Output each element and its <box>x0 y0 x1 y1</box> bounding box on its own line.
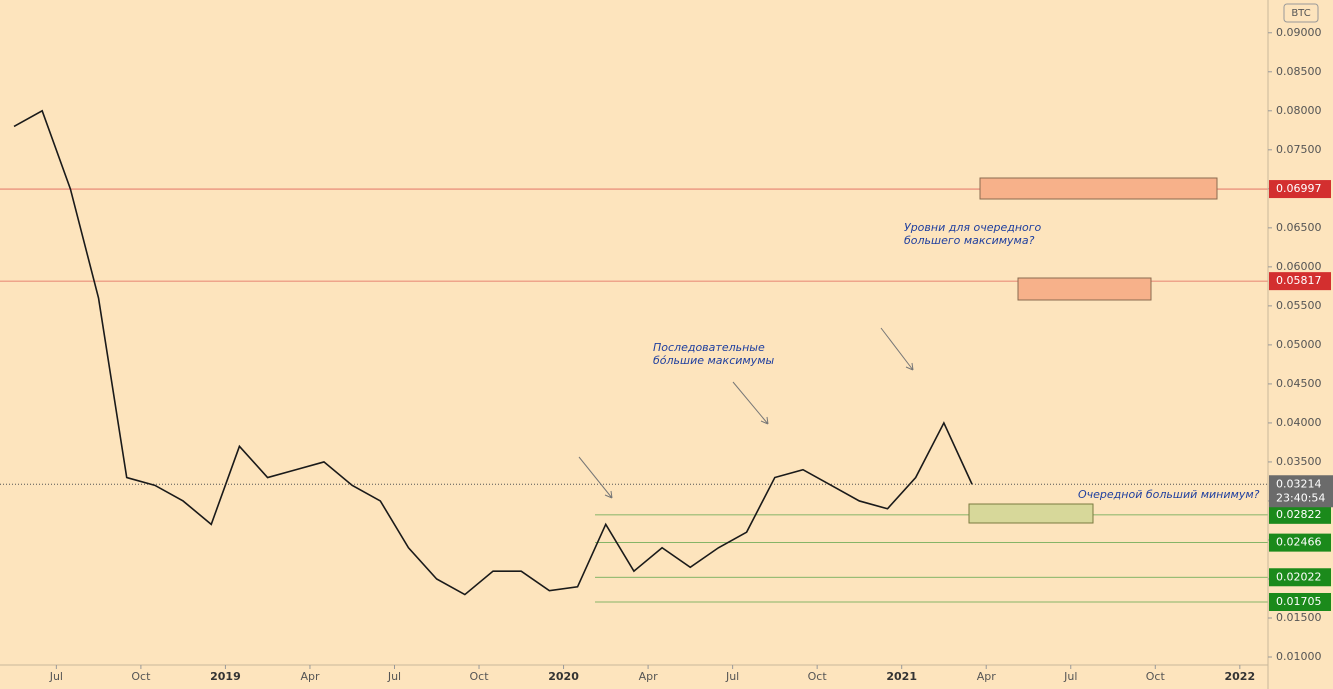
y-tick-label: 0.08000 <box>1276 104 1322 117</box>
support-box <box>968 503 1094 524</box>
target-box <box>979 177 1218 200</box>
x-tick-label: Jul <box>387 670 401 683</box>
x-tick-label: 2020 <box>548 670 579 683</box>
y-tick-label: 0.07500 <box>1276 143 1322 156</box>
y-tick-label: 0.06000 <box>1276 260 1322 273</box>
level-tag <box>1269 568 1331 587</box>
level-tag <box>1269 272 1331 291</box>
y-tick-label: 0.04000 <box>1276 416 1322 429</box>
x-tick-label: Oct <box>808 670 828 683</box>
last-price-tag <box>1269 475 1333 508</box>
y-tick-label: 0.08500 <box>1276 65 1322 78</box>
x-tick-label: Jul <box>49 670 63 683</box>
level-label: 0.02022 <box>1276 570 1322 583</box>
level-label: 0.02466 <box>1276 536 1322 549</box>
level-tag <box>1269 180 1331 199</box>
level-tag <box>1269 592 1331 611</box>
annotation: Последовательные бóльшие максимумы <box>653 341 775 367</box>
x-tick-label: 2021 <box>886 670 917 683</box>
arrows <box>578 327 914 499</box>
annotation: Очередной больший минимум? <box>1078 488 1260 501</box>
target-box <box>1017 277 1152 301</box>
y-tick-label: 0.05500 <box>1276 299 1322 312</box>
x-tick-label: Apr <box>639 670 659 683</box>
annotation: Уровни для очередного большего максимума… <box>904 221 1042 247</box>
y-tick-label: 0.03500 <box>1276 455 1322 468</box>
level-label: 0.06997 <box>1276 182 1322 195</box>
level-tag <box>1269 533 1331 552</box>
x-tick-label: 2022 <box>1225 670 1256 683</box>
y-tick-label: 0.01000 <box>1276 650 1322 663</box>
x-tick-label: Oct <box>1146 670 1166 683</box>
x-tick-label: Jul <box>725 670 739 683</box>
last-price-label: 0.03214 <box>1276 477 1322 490</box>
y-tick-label: 0.01500 <box>1276 611 1322 624</box>
x-tick-label: Apr <box>977 670 997 683</box>
countdown: 23:40:54 <box>1276 491 1325 504</box>
y-tick-label: 0.04500 <box>1276 377 1322 390</box>
x-tick-label: Jul <box>1063 670 1077 683</box>
x-tick-label: Oct <box>470 670 490 683</box>
level-label: 0.05817 <box>1276 274 1322 287</box>
level-label: 0.02822 <box>1276 508 1322 521</box>
x-tick-label: Apr <box>300 670 320 683</box>
y-tick-label: 0.06500 <box>1276 221 1322 234</box>
x-tick-label: 2019 <box>210 670 241 683</box>
unit-box <box>1283 3 1319 23</box>
y-tick-label: 0.05000 <box>1276 338 1322 351</box>
level-label: 0.01705 <box>1276 595 1322 608</box>
y-tick-label: 0.09000 <box>1276 26 1322 39</box>
level-tag <box>1269 505 1331 524</box>
x-tick-label: Oct <box>131 670 151 683</box>
background-layer <box>0 188 1268 603</box>
unit-label: BTC <box>1291 8 1310 19</box>
price-line <box>13 109 973 596</box>
